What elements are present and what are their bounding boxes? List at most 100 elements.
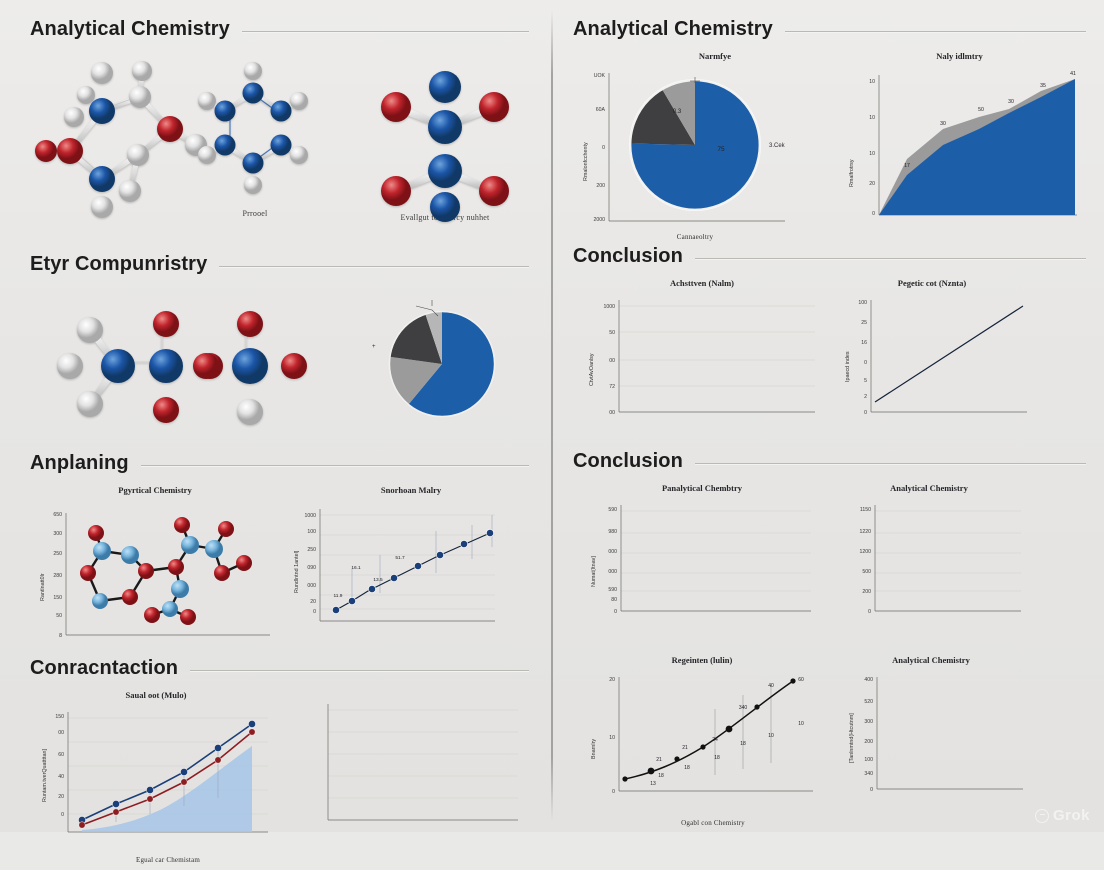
section-title-4: Conracntaction [30,657,179,679]
right-title-3: Conclusion [573,450,683,472]
ytick-l6: 0 [313,609,316,615]
chart-bar-panalytical: 590 980 000 000 590 80 0 Numat(Itnav] [591,505,811,615]
right-row-2: Achsttven (Nalm) 1000 50 00 72 00 [573,278,1086,456]
chart-line-pgyrtical: 1000 100 250 090 000 20 0 [294,509,495,622]
section-header-anplaning: Anplaning [30,452,529,479]
pie-panel-no-chemistry: + [350,286,550,458]
chart-bar-saual [327,704,518,821]
pie-label-03: 0.3 [673,109,682,115]
ytick-l4: 000 [307,583,316,589]
section-header-right-analytical: Analytical Chemistry [573,18,1086,45]
ytick-a3: 10 [869,115,875,121]
ytick-pg0: 100 [858,300,867,306]
right-row-3: Panalytical Chembtry 590 980 000 000 [573,483,1086,655]
chart-title-anbottom: Analytical Chemistry [892,655,970,665]
ytick-ad0: 1000 [603,304,615,310]
ytick-ab1: 520 [864,699,873,705]
molecule-diagram-ring [35,61,308,218]
ytick-pa4: 590 [608,587,617,593]
ytick-p3: 200 [596,183,605,189]
ytick-ab0: 400 [864,677,873,683]
chart-area-noly: 0 20 10 10 10 Rmalfrotrsy 17 30 50 30 [849,71,1077,217]
ytick-a0: 0 [872,211,875,217]
xlabel-regeinten: Ogabl con Chemistry [681,819,745,827]
ytick-ab3: 200 [864,739,873,745]
trend-line [874,305,1024,403]
watermark: Grok [1034,807,1090,824]
ann-a0: 17 [904,163,910,169]
ann-rg3: 21 [682,745,688,751]
ytick-ab5: 340 [864,771,873,777]
dlabel-2: 13.5 [373,577,383,583]
ytick-rg2: 0 [612,789,615,795]
chart-panel-saual [282,690,530,870]
right-column: Analytical Chemistry Narmfye UOK 60A 0 2… [551,0,1104,832]
ann-rg12: 10 [798,721,804,727]
header-rule [241,31,529,32]
ytick-ab4: 100 [864,757,873,763]
ytick-an2: 1200 [859,549,871,555]
ann-a1: 30 [940,121,946,127]
ytick-2: 250 [53,551,62,557]
ann-rg8: 18 [740,741,746,747]
chart-bar-adult: 1000 50 00 72 00 CtvtAvOanlsy [589,300,815,416]
pie-slice-dark [631,89,695,145]
section-header-conclusion-1: Conclusion [573,245,1086,272]
ytick-an4: 200 [862,589,871,595]
ytick-l2: 250 [307,547,316,553]
ytick-an5: 0 [868,609,871,615]
ytick-3: 280 [53,573,62,579]
chart-panel-analytical-1150: Analytical Chemistry 1150 1220 1200 500 [831,483,1083,655]
charts-row-4: Saual oot (Mulo) 150 00 60 40 20 [30,690,529,870]
ytick-pg2: 16 [861,340,867,346]
ytick-ad4: 00 [609,410,615,416]
ylabel-pie: Rmalonfcchenty [583,142,589,181]
chart-panel-snorhoan: Saual oot (Mulo) 150 00 60 40 20 [30,690,282,870]
ylabel-adult: CtvtAvOanlsy [589,353,595,386]
ytick-an0: 1150 [860,507,871,513]
header-rule-r1 [784,31,1086,32]
ann-rg1: 21 [656,757,662,763]
ytick-p1: 60A [596,107,606,113]
ann-rg6: 18 [714,755,720,761]
ylabel-anbottom: [Tanlnmtnd(Htcutnm] [849,713,855,763]
header-rule-r3 [694,463,1086,464]
ylabel-panalytical: Numat(Itnav] [591,556,597,587]
left-column: Analytical Chemistry [0,0,551,864]
chart-panel-molnet: Pgyrtical Chemistry 650 300 250 280 150 … [30,485,280,661]
ann-a3: 30 [1008,99,1014,105]
chart-title-an1150: Analytical Chemistry [890,483,968,493]
pie-slice-blue [630,81,759,210]
ytick-s1: 00 [58,730,64,736]
chart-line-regeinten: 20 10 0 Bnarnlry [591,677,813,827]
ytick-p2: 0 [602,145,605,151]
ytick-l1: 100 [307,529,316,535]
watermark-label: Grok [1052,807,1090,824]
chart-title-narmfye: Narmfye [698,51,732,61]
chart-panel-pgyrtical: Snorhoan Malry 1000 100 250 090 000 [280,485,542,661]
pie-callout-plus: + [372,344,376,350]
xlabel-pie: Cannaeoltry [677,233,714,241]
charts-row-3: Pgyrtical Chemistry 650 300 250 280 150 … [30,485,529,661]
molecule-caption: Prrooel [242,209,268,218]
ytick-l0: 1000 [304,513,316,519]
ytick-pa2: 000 [608,549,617,555]
chart-line-snorhoan: 150 00 60 40 20 0 Runtam.tverQuattttan] [42,712,268,864]
ytick-an1: 1220 [859,529,871,535]
ytick-s2: 60 [58,752,64,758]
ytick-a1: 20 [869,181,875,187]
ytick-pa1: 980 [608,529,617,535]
ytick-pg3: 0 [864,360,867,366]
ytick-ab6: 0 [870,787,873,793]
pie-label-75: 75 [717,146,725,153]
right-title-1: Analytical Chemistry [573,18,773,40]
ytick-ab2: 300 [864,719,873,725]
ytick-pa6: 0 [614,609,617,615]
xlabel-snorhoan: Egual car Chemistam [136,856,200,864]
area-blue [878,79,1075,215]
chart-panel-pie-analytical: Narmfye UOK 60A 0 200 2000 Rmalonfcchent… [573,51,833,253]
pie-slice-gray [662,81,695,145]
ann-a2: 50 [978,107,984,113]
section-header-conracntaction: Conracntaction [30,657,529,684]
molecule-panel-left: Prrooel [30,51,330,247]
